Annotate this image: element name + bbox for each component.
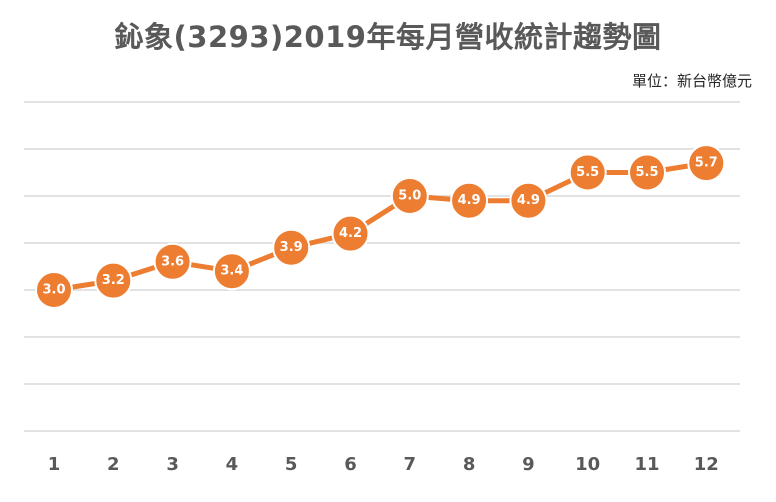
data-label: 3.0 — [42, 283, 65, 298]
data-label: 5.0 — [398, 189, 421, 204]
data-label: 3.9 — [280, 240, 303, 255]
x-tick-label: 5 — [285, 454, 298, 475]
data-label: 3.6 — [161, 254, 184, 269]
x-tick-label: 10 — [575, 454, 600, 475]
data-label: 5.7 — [695, 156, 718, 171]
x-tick-label: 9 — [522, 454, 535, 475]
data-point-marker — [212, 252, 251, 291]
data-label: 5.5 — [576, 165, 599, 180]
x-tick-label: 6 — [344, 454, 357, 475]
x-tick-label: 7 — [404, 454, 417, 475]
x-tick-label: 4 — [226, 454, 239, 475]
data-point-marker — [568, 153, 607, 192]
series-line — [51, 160, 709, 293]
x-tick-label: 3 — [166, 454, 179, 475]
x-tick-label: 1 — [48, 454, 61, 475]
data-point-marker — [450, 181, 489, 220]
data-points: 3.0 3.2 3.6 3.4 3.9 4.2 5.0 4.9 4.9 5.5 5.5 5.7 — [35, 144, 726, 309]
data-point-marker — [94, 261, 133, 300]
data-label: 5.5 — [635, 165, 658, 180]
chart-title: 鈊象(3293)2019年每月營收統計趨勢圖 — [114, 20, 662, 54]
unit-label: 單位：新台幣億元 — [631, 72, 752, 90]
data-point-marker — [390, 177, 429, 215]
x-axis: 1 2 3 4 5 6 7 8 9 10 11 12 — [48, 454, 719, 475]
series-line-path — [51, 160, 709, 293]
gridlines — [24, 101, 740, 432]
data-label: 3.2 — [102, 273, 125, 288]
x-tick-label: 12 — [694, 454, 719, 475]
data-point-marker — [509, 181, 548, 220]
data-point-marker — [687, 144, 726, 183]
data-point-marker — [35, 271, 73, 309]
data-label: 4.9 — [517, 193, 540, 208]
data-label: 4.9 — [458, 193, 481, 208]
x-tick-label: 8 — [463, 454, 476, 475]
data-label: 3.4 — [220, 264, 243, 279]
data-point-marker — [153, 242, 192, 281]
data-label: 4.2 — [339, 226, 362, 241]
data-point-marker — [272, 228, 311, 267]
x-tick-label: 2 — [107, 454, 120, 475]
x-tick-label: 11 — [634, 454, 659, 475]
data-point-marker — [628, 153, 666, 192]
data-point-marker — [331, 214, 370, 253]
